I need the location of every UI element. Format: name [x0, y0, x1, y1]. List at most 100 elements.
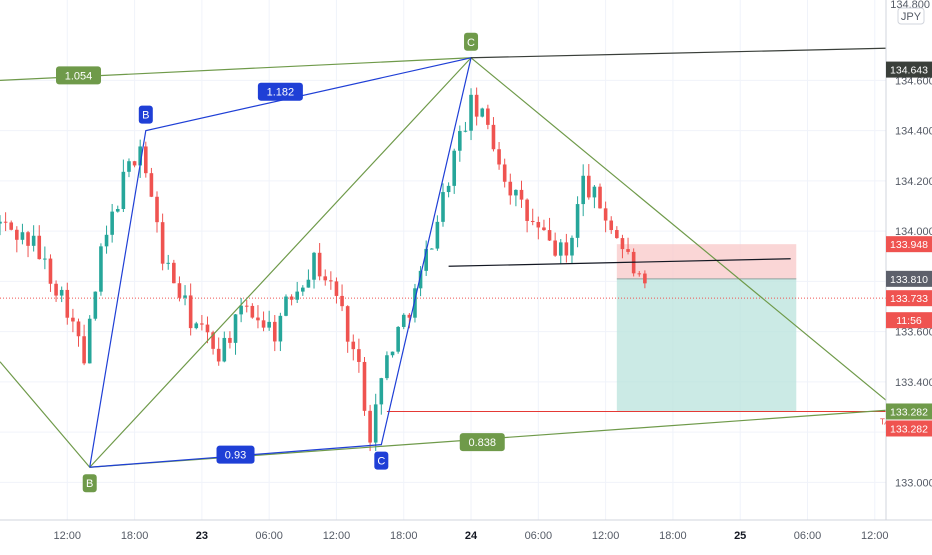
candle-body [256, 317, 260, 321]
candle-body [592, 186, 597, 198]
price-tick-label: 133.600 [895, 327, 932, 339]
candle-body [205, 324, 210, 333]
time-tick-label: 12:00 [54, 530, 82, 542]
candle-body [508, 181, 513, 196]
candle-body [20, 232, 25, 240]
candle-body [31, 235, 36, 246]
candle-body [261, 320, 266, 328]
price-label-box [886, 61, 932, 78]
price-label-box [886, 290, 932, 307]
price-label: 133.810 [890, 274, 928, 286]
candle-body [340, 295, 344, 307]
pattern-point-label: B [86, 478, 93, 490]
ratio-label-box [216, 445, 255, 464]
candle-body [295, 291, 300, 300]
candle-body [497, 149, 501, 165]
price-tick-label: 134.000 [895, 226, 932, 238]
time-tick-label: 06:00 [525, 530, 553, 542]
price-label: 133.948 [890, 239, 928, 251]
candle-body [317, 252, 322, 277]
candle-body [435, 221, 440, 249]
candle-body [172, 262, 176, 284]
candle-body [334, 281, 339, 296]
candle-body [37, 235, 42, 260]
candle-body [121, 171, 126, 210]
candle-body [564, 242, 569, 256]
candle-body [289, 296, 294, 300]
time-tick-label: 18:00 [659, 530, 687, 542]
candle-body [143, 146, 148, 174]
candle-body [323, 276, 328, 281]
candle-body [115, 209, 120, 212]
candle-body [368, 410, 372, 443]
pattern-point-label: C [467, 37, 475, 49]
candle-body [424, 248, 428, 271]
candle-body [3, 221, 8, 223]
harmonic-pattern-line [448, 258, 791, 267]
time-tick-label: 12:00 [323, 530, 351, 542]
grid-layer [0, 0, 886, 520]
candle-body [362, 361, 367, 411]
candle-body [357, 349, 361, 362]
candle-body [188, 295, 193, 329]
ratio-label: 1.182 [267, 87, 295, 99]
candle-body [615, 230, 619, 239]
candle-body [373, 404, 378, 443]
candle-body [239, 305, 243, 315]
candle-body [26, 232, 30, 246]
candle-body [429, 248, 434, 250]
countdown-label: 11:56 [896, 315, 922, 327]
candle-body [48, 258, 53, 284]
candle-body [385, 355, 389, 379]
candle-body [183, 295, 187, 298]
candle-body [301, 287, 305, 292]
candle-body [87, 318, 92, 364]
pattern-point-box [374, 451, 389, 470]
ratio-label-box [459, 433, 505, 452]
candle-body [15, 229, 19, 240]
candle-body [222, 337, 227, 362]
candle-body [233, 314, 238, 343]
candle-body [284, 296, 288, 316]
pattern-point-label: C [377, 456, 385, 468]
price-tick-label: 133.400 [895, 377, 932, 389]
candle-body [104, 234, 109, 247]
candle-body [469, 94, 473, 131]
price-label: 133.733 [890, 293, 928, 305]
time-tick-label: 12:00 [861, 530, 889, 542]
pattern-point-box [138, 105, 153, 124]
currency-label: JPY [901, 11, 922, 23]
candle-body [474, 94, 479, 117]
candle-body [643, 273, 647, 284]
candle-body [306, 279, 311, 288]
candle-body [216, 348, 221, 362]
candle-body [480, 108, 485, 117]
candle-body [54, 283, 58, 296]
candle-body [99, 246, 103, 292]
candle-body [351, 341, 356, 350]
candle-body [244, 305, 249, 307]
time-tick-label: 18:00 [121, 530, 149, 542]
candle-body [525, 199, 529, 221]
candle-body [0, 221, 2, 224]
candle-body [345, 306, 350, 342]
candle-body [194, 323, 199, 329]
candle-body [177, 283, 182, 298]
currency-badge[interactable] [897, 7, 925, 25]
candle-body [59, 289, 64, 296]
candle-body [446, 185, 451, 193]
take-profit-zone [616, 278, 797, 412]
candle-body [138, 146, 142, 166]
candle-body [71, 317, 75, 322]
candle-body [598, 186, 602, 209]
price-tick-label: 133.000 [895, 477, 932, 489]
candle-body [558, 242, 563, 256]
candle-body [418, 270, 423, 289]
ratio-label: 0.93 [225, 450, 246, 462]
candle-body [575, 204, 580, 238]
time-tick-label: 24 [465, 530, 478, 542]
candle-body [166, 262, 171, 264]
